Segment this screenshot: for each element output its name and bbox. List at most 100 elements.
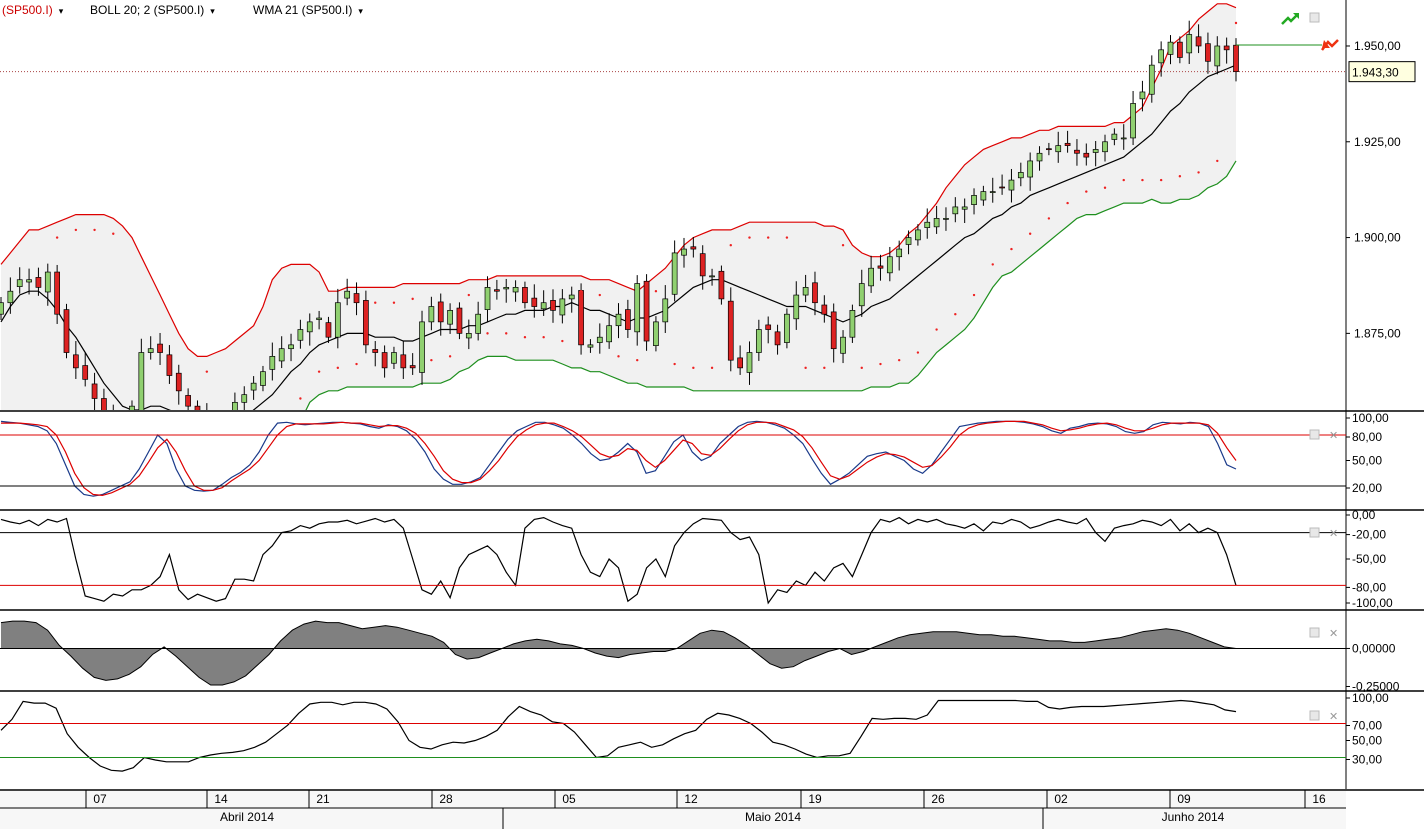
sar-dot	[486, 332, 489, 335]
wma-label: WMA 21 (SP500.I)	[253, 3, 353, 17]
candle-body	[737, 357, 743, 369]
candle-body	[989, 191, 996, 193]
candle-body	[306, 321, 313, 333]
green-arrow-stroke	[1281, 14, 1298, 25]
x-tick-label: 12	[684, 792, 698, 806]
sar-dot	[205, 370, 209, 373]
toolbar: (SP500.I) ▾ BOLL 20; 2 (SP500.I) ▾ WMA 21 …	[0, 0, 1346, 20]
candle-body	[606, 325, 612, 343]
candle-body	[503, 287, 510, 290]
y-tick-label: 1.875,00	[1354, 326, 1401, 340]
panel-settings-icon[interactable]	[1309, 710, 1320, 721]
candle-body	[400, 354, 407, 369]
sar-dot	[1103, 186, 1107, 189]
candle-body	[72, 354, 79, 369]
candle-body	[896, 248, 903, 258]
candle-body	[1055, 145, 1062, 153]
sar-dot	[598, 293, 601, 297]
candle-body	[755, 329, 762, 353]
sar-dot	[561, 339, 564, 343]
candle-body	[363, 300, 369, 346]
panel-settings-icon[interactable]	[1309, 527, 1320, 538]
candle-body	[0, 302, 4, 315]
time-axis-bg	[0, 791, 1346, 829]
candle-body	[812, 282, 818, 304]
sar-dot	[823, 366, 826, 370]
chevron-down-icon: ▾	[58, 6, 64, 16]
sar-dot	[729, 244, 732, 247]
close-icon: ✕	[1329, 528, 1338, 540]
panel-settings-icon[interactable]	[1309, 429, 1320, 440]
candle-body	[111, 413, 116, 429]
candle-body	[120, 429, 125, 431]
candle-body	[214, 425, 219, 431]
candle-body	[1008, 179, 1015, 191]
green-arrow-head	[1293, 13, 1299, 19]
candle-body	[1186, 34, 1193, 54]
y-tick-label: 0,00000	[1352, 641, 1396, 655]
candle-body	[774, 331, 781, 346]
candle-body	[1214, 45, 1221, 67]
candle-body	[718, 270, 725, 300]
macd-panel[interactable]	[0, 620, 1346, 686]
sar-dot	[1122, 178, 1125, 182]
panel-settings-icon[interactable]	[1309, 12, 1320, 23]
x-tick-label: 28	[439, 792, 453, 806]
sar-dot	[374, 301, 377, 304]
x-tick-label: 02	[1054, 792, 1068, 806]
candle-body	[447, 310, 453, 325]
candle-body	[91, 383, 98, 399]
candle-body	[232, 401, 238, 410]
candle-body	[559, 298, 566, 316]
close-icon: ✕	[1329, 628, 1338, 640]
sar-dot	[935, 328, 938, 331]
candle-body	[596, 336, 603, 343]
red-arrow-icon[interactable]	[1321, 39, 1339, 51]
x-tick-label: 21	[316, 792, 330, 806]
williams-panel[interactable]	[0, 516, 1237, 605]
y-tick-label: 50,00	[1352, 734, 1382, 748]
y-tick-label: -50,00	[1352, 552, 1386, 566]
sar-dot	[897, 358, 901, 362]
x-tick-label: 16	[1312, 792, 1326, 806]
month-label: Abril 2014	[220, 810, 274, 824]
candle-body	[587, 344, 594, 348]
candle-body	[1158, 49, 1165, 64]
wma-indicator-selector[interactable]: WMA 21 (SP500.I) ▾	[253, 0, 363, 21]
candle-body	[7, 290, 14, 304]
candle-body	[1167, 41, 1174, 55]
candle-body	[1111, 133, 1118, 140]
candle-body	[643, 280, 650, 342]
candle-body	[1092, 149, 1099, 153]
rsi-panel[interactable]	[0, 699, 1237, 772]
candle-body	[157, 343, 163, 353]
sar-dot	[710, 366, 714, 370]
candle-body	[325, 322, 332, 338]
sar-dot	[112, 232, 115, 235]
x-tick-label: 07	[93, 792, 107, 806]
candle-body	[802, 287, 809, 296]
candle-body	[465, 333, 472, 339]
candle-body	[662, 298, 669, 323]
green-arrow-icon[interactable]	[1281, 13, 1299, 25]
candle-body	[933, 218, 940, 228]
chevron-down-icon: ▾	[210, 6, 215, 16]
price-panel[interactable]	[0, 3, 1346, 495]
symbol-selector[interactable]: (SP500.I) ▾	[2, 0, 63, 21]
candle-body	[999, 186, 1005, 189]
candle-body	[727, 300, 734, 361]
candle-body	[250, 382, 257, 391]
stochastic-panel[interactable]	[0, 420, 1237, 497]
symbol-label: (SP500.I)	[2, 3, 53, 17]
boll-indicator-selector[interactable]: BOLL 20; 2 (SP500.I) ▾	[90, 0, 215, 21]
candle-body	[138, 352, 145, 410]
macd-line	[0, 620, 1237, 686]
x-tick-label: 19	[808, 792, 822, 806]
candle-body	[269, 356, 276, 370]
rsi-line	[0, 699, 1237, 772]
boll-label: BOLL 20; 2 (SP500.I)	[90, 3, 205, 17]
candle-body	[690, 246, 697, 250]
panel-settings-icon[interactable]	[1309, 627, 1320, 638]
last-price-label: 1.943,30	[1352, 66, 1399, 80]
